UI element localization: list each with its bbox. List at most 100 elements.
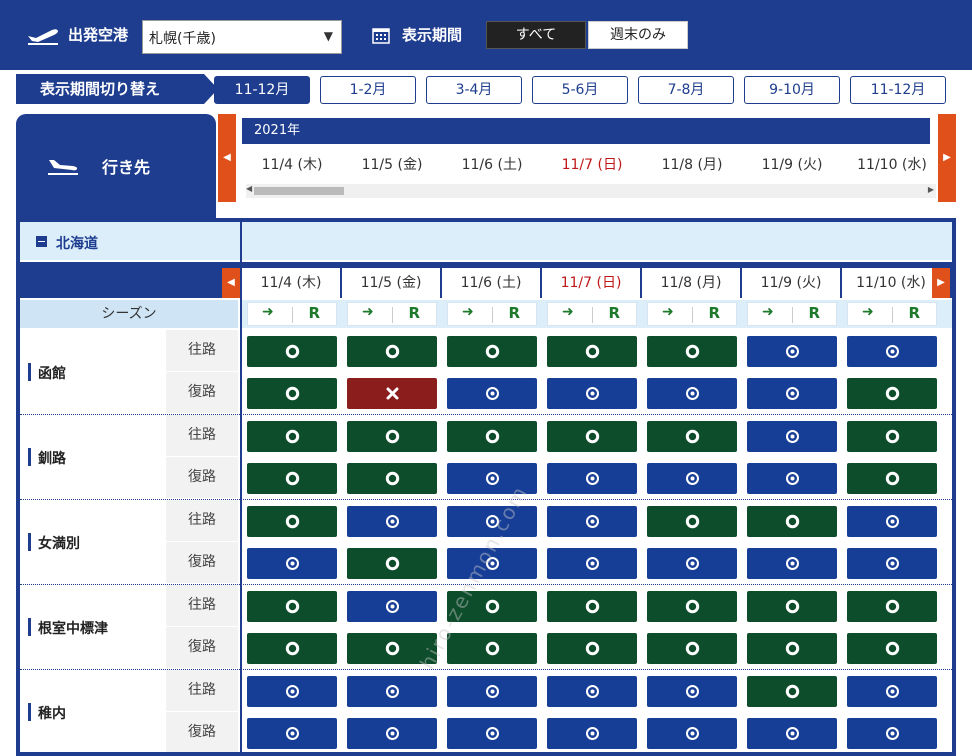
availability-tile[interactable] [247,591,337,622]
availability-tile[interactable] [547,676,637,707]
availability-tile[interactable] [447,591,537,622]
availability-tile[interactable] [847,633,937,664]
availability-tile[interactable] [847,506,937,537]
date-label[interactable]: 11/6 (土) [461,157,523,173]
availability-tile[interactable] [847,718,937,749]
availability-tile[interactable] [647,463,737,494]
month-button[interactable]: 9-10月 [744,76,840,104]
month-button[interactable]: 3-4月 [426,76,522,104]
departure-airport-select[interactable]: 札幌(千歳) ▼ [142,20,342,54]
date-label[interactable]: 11/10 (水) [857,157,927,173]
month-button[interactable]: 11-12月 [214,76,310,104]
date-cell: 11/5 (金) [342,268,441,298]
availability-tile[interactable] [647,336,737,367]
availability-tile[interactable] [347,506,437,537]
availability-tile[interactable] [347,718,437,749]
availability-tile[interactable] [347,421,437,452]
availability-tile[interactable] [547,421,637,452]
availability-tile[interactable] [747,421,837,452]
month-button[interactable]: 5-6月 [532,76,628,104]
availability-tile[interactable] [647,548,737,579]
scrollbar-right-icon[interactable]: ▶ [927,185,934,194]
inbound-label: 復路 [166,627,238,668]
table-scroll-left-button[interactable]: ◀ [222,268,240,298]
availability-tile[interactable] [547,336,637,367]
availability-tile[interactable] [747,506,837,537]
availability-tile[interactable] [447,378,537,409]
availability-tile[interactable] [747,676,837,707]
availability-tile[interactable] [447,633,537,664]
availability-tile[interactable] [347,548,437,579]
availability-tile[interactable] [347,336,437,367]
availability-tile[interactable] [647,591,737,622]
date-label[interactable]: 11/7 (日) [561,157,623,173]
availability-tile[interactable] [547,548,637,579]
availability-tile[interactable] [447,548,537,579]
availability-tile[interactable] [347,378,437,409]
availability-tile[interactable] [547,633,637,664]
destination-cell: 根室中標津 [20,585,166,669]
availability-tile[interactable] [247,506,337,537]
availability-tile[interactable] [647,633,737,664]
availability-tile[interactable] [447,506,537,537]
month-button[interactable]: 7-8月 [638,76,734,104]
availability-tile[interactable] [247,718,337,749]
availability-tile[interactable] [847,463,937,494]
availability-tile[interactable] [647,421,737,452]
availability-tile[interactable] [447,718,537,749]
availability-tile[interactable] [747,336,837,367]
availability-tile[interactable] [447,676,537,707]
date-label[interactable]: 11/8 (月) [661,157,723,173]
availability-tile[interactable] [647,506,737,537]
availability-tile[interactable] [247,336,337,367]
availability-tile[interactable] [347,591,437,622]
availability-tile[interactable] [347,676,437,707]
date-label[interactable]: 11/5 (金) [361,157,423,173]
availability-tile[interactable] [247,633,337,664]
availability-tile[interactable] [547,718,637,749]
month-button[interactable]: 11-12月 [850,76,946,104]
region-header[interactable]: 北海道 [20,222,952,260]
scroll-left-button[interactable]: ◀ [218,114,236,202]
availability-tile[interactable] [747,633,837,664]
availability-tile[interactable] [547,378,637,409]
availability-tile[interactable] [247,548,337,579]
availability-tile[interactable] [847,591,937,622]
period-weekend-button[interactable]: 週末のみ [588,21,688,49]
period-all-button[interactable]: すべて [486,21,586,49]
availability-tile[interactable] [847,676,937,707]
horizontal-scrollbar[interactable]: ◀ ▶ [246,184,936,198]
date-label[interactable]: 11/9 (火) [761,157,823,173]
availability-tile[interactable] [747,591,837,622]
availability-tile[interactable] [847,378,937,409]
scrollbar-left-icon[interactable]: ◀ [246,184,253,193]
availability-tile[interactable] [547,591,637,622]
availability-tile[interactable] [547,506,637,537]
availability-tile[interactable] [647,378,737,409]
collapse-icon[interactable] [36,236,47,247]
availability-tile[interactable] [447,463,537,494]
availability-tile[interactable] [247,676,337,707]
availability-tile[interactable] [747,378,837,409]
date-label[interactable]: 11/4 (木) [261,157,323,173]
availability-tile[interactable] [247,463,337,494]
availability-tile[interactable] [447,421,537,452]
month-button[interactable]: 1-2月 [320,76,416,104]
availability-tile[interactable] [247,421,337,452]
availability-tile[interactable] [847,336,937,367]
availability-tile[interactable] [747,463,837,494]
availability-tile[interactable] [547,463,637,494]
scrollbar-thumb[interactable] [254,187,344,195]
table-scroll-right-button[interactable]: ▶ [932,268,950,298]
availability-tile[interactable] [847,421,937,452]
availability-tile[interactable] [347,463,437,494]
scroll-right-button[interactable]: ▶ [938,114,956,202]
availability-tile[interactable] [647,718,737,749]
availability-tile[interactable] [747,718,837,749]
availability-tile[interactable] [647,676,737,707]
availability-tile[interactable] [247,378,337,409]
availability-tile[interactable] [347,633,437,664]
availability-tile[interactable] [847,548,937,579]
availability-tile[interactable] [747,548,837,579]
availability-tile[interactable] [447,336,537,367]
